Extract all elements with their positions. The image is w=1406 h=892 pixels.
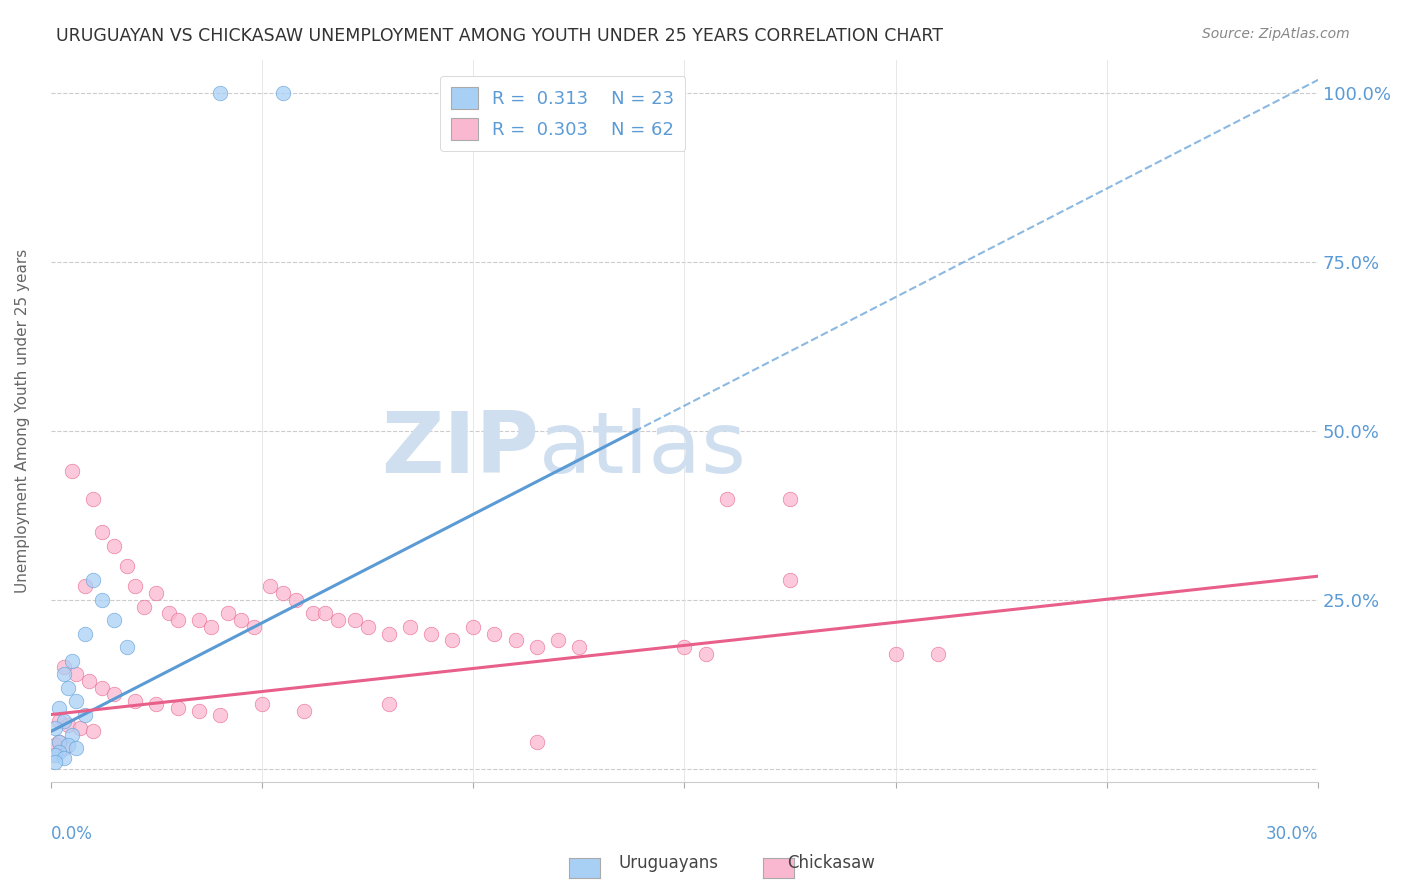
Point [44,738,66,752]
Point [526,734,548,748]
Point [157,607,180,621]
Point [378,626,401,640]
Point [52,751,75,765]
Point [166,701,188,715]
Point [356,620,378,634]
Point [259,579,281,593]
Point [69,721,91,735]
Point [208,707,231,722]
Point [884,647,907,661]
Point [145,698,167,712]
Point [441,633,464,648]
Point [314,607,336,621]
Point [326,613,349,627]
Point [103,613,125,627]
Y-axis label: Unemployment Among Youth under 25 years: Unemployment Among Youth under 25 years [15,249,30,593]
Point [200,620,222,634]
Point [124,579,146,593]
Point [301,607,323,621]
Point [65,694,87,708]
Point [208,87,231,101]
Point [217,607,239,621]
Point [56,717,79,731]
Point [716,491,738,506]
Point [103,539,125,553]
Point [48,734,70,748]
Point [399,620,422,634]
Text: Uruguayans: Uruguayans [619,855,718,872]
Point [250,698,273,712]
Point [65,741,87,756]
Point [420,626,443,640]
Point [568,640,591,654]
Point [52,667,75,681]
Point [65,667,87,681]
Point [60,654,83,668]
Point [90,681,112,695]
Point [284,592,307,607]
Point [187,613,209,627]
Point [52,741,75,756]
Point [484,626,506,640]
Point [48,701,70,715]
Point [242,620,264,634]
Point [90,592,112,607]
Point [115,559,138,574]
Point [115,640,138,654]
Text: URUGUAYAN VS CHICKASAW UNEMPLOYMENT AMONG YOUTH UNDER 25 YEARS CORRELATION CHART: URUGUAYAN VS CHICKASAW UNEMPLOYMENT AMON… [56,27,943,45]
Point [547,633,569,648]
Point [166,613,188,627]
Point [82,491,104,506]
Point [378,698,401,712]
Point [52,714,75,729]
Point [463,620,485,634]
Text: 0.0%: 0.0% [51,825,93,844]
Point [44,721,66,735]
Point [343,613,366,627]
Point [82,724,104,739]
Point [292,704,315,718]
Legend: R =  0.313    N = 23, R =  0.303    N = 62: R = 0.313 N = 23, R = 0.303 N = 62 [440,76,685,151]
Point [60,465,83,479]
Text: ZIP: ZIP [381,409,538,491]
Point [48,714,70,729]
Point [73,579,96,593]
Text: Chickasaw: Chickasaw [787,855,876,872]
Point [145,586,167,600]
Point [229,613,252,627]
Point [695,647,717,661]
Point [73,707,96,722]
Point [103,687,125,701]
Point [90,525,112,540]
Point [271,87,294,101]
Point [124,694,146,708]
Point [526,640,548,654]
Point [44,748,66,763]
Point [132,599,155,614]
Point [56,738,79,752]
Point [48,734,70,748]
Point [73,626,96,640]
Text: Source: ZipAtlas.com: Source: ZipAtlas.com [1202,27,1350,41]
Point [927,647,949,661]
Point [673,640,696,654]
Point [77,673,100,688]
Point [82,573,104,587]
Point [505,633,527,648]
Point [60,728,83,742]
Point [779,573,801,587]
Point [52,660,75,674]
Text: atlas: atlas [538,409,747,491]
Text: 30.0%: 30.0% [1265,825,1319,844]
Point [271,586,294,600]
Point [56,681,79,695]
Point [48,745,70,759]
Point [187,704,209,718]
Point [44,755,66,769]
Point [779,491,801,506]
